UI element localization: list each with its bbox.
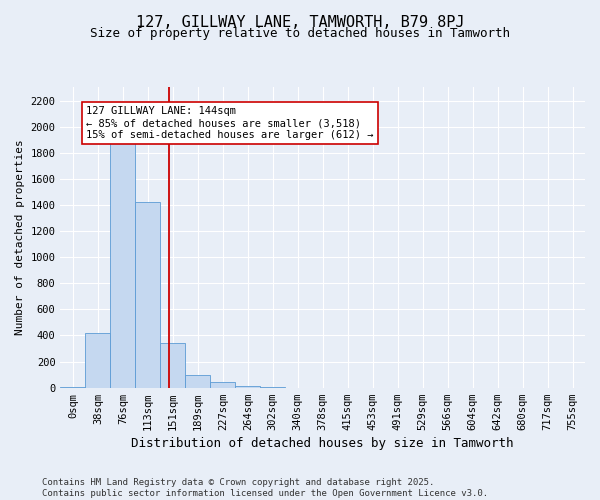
Bar <box>110 114 136 388</box>
Bar <box>160 344 185 388</box>
Bar <box>136 202 160 388</box>
Bar <box>235 386 260 388</box>
Bar <box>185 374 210 388</box>
Text: 127, GILLWAY LANE, TAMWORTH, B79 8PJ: 127, GILLWAY LANE, TAMWORTH, B79 8PJ <box>136 15 464 30</box>
Text: 127 GILLWAY LANE: 144sqm
← 85% of detached houses are smaller (3,518)
15% of sem: 127 GILLWAY LANE: 144sqm ← 85% of detach… <box>86 106 373 140</box>
Y-axis label: Number of detached properties: Number of detached properties <box>15 140 25 336</box>
Text: Size of property relative to detached houses in Tamworth: Size of property relative to detached ho… <box>90 28 510 40</box>
Bar <box>85 333 110 388</box>
Text: Contains HM Land Registry data © Crown copyright and database right 2025.
Contai: Contains HM Land Registry data © Crown c… <box>42 478 488 498</box>
Bar <box>210 382 235 388</box>
X-axis label: Distribution of detached houses by size in Tamworth: Distribution of detached houses by size … <box>131 437 514 450</box>
